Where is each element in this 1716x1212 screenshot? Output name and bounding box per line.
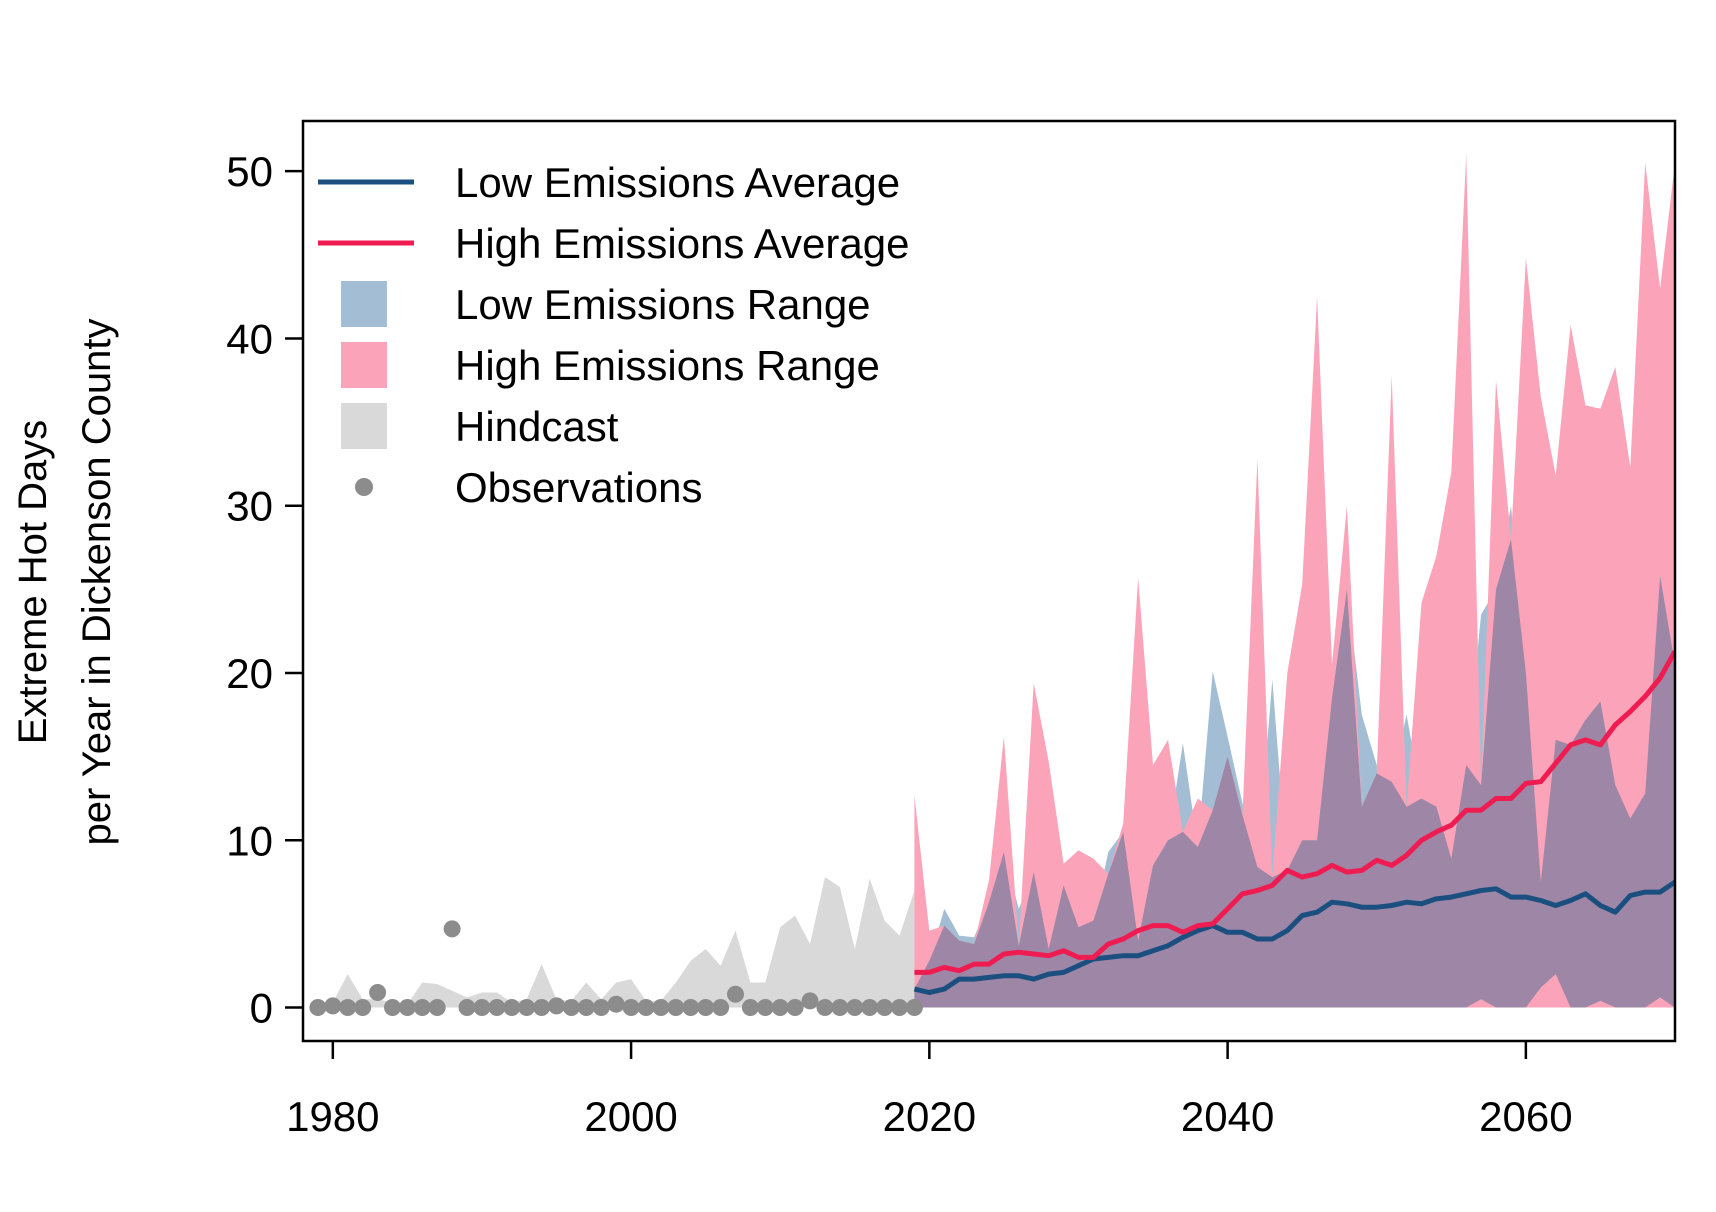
x-tick-label: 2020 — [883, 1093, 976, 1140]
plot-area — [309, 154, 1675, 1016]
observation-point — [622, 999, 640, 1016]
observation-point — [786, 999, 804, 1016]
observation-point — [846, 999, 864, 1016]
legend-item-hindcast: Hindcast — [341, 403, 619, 450]
observation-point — [324, 997, 342, 1015]
y-tick-label: 30 — [226, 483, 273, 530]
legend-swatch — [341, 342, 387, 388]
y-tick-label: 0 — [250, 985, 273, 1032]
legend-item-high-emissions-range: High Emissions Range — [341, 342, 880, 389]
observation-point — [816, 999, 834, 1016]
y-tick-label: 40 — [226, 315, 273, 362]
axes: 1980 2000 2020 2040 2060 0 10 20 30 40 50 — [226, 148, 1572, 1140]
observation-point — [562, 999, 580, 1016]
observation-point — [428, 999, 446, 1016]
observation-point — [741, 999, 759, 1016]
observation-point — [369, 984, 387, 1001]
low-emissions-average-line — [913, 880, 1675, 995]
legend: Low Emissions Average High Emissions Aver… — [318, 159, 909, 511]
legend-item-low-emissions-range: Low Emissions Range — [341, 281, 871, 328]
observation-point — [905, 999, 923, 1016]
legend-label: Observations — [455, 464, 702, 511]
y-axis-title-line-1: Extreme Hot Days — [11, 420, 55, 745]
observation-point — [727, 985, 744, 1003]
legend-swatch — [341, 403, 387, 449]
observation-point — [592, 999, 610, 1016]
observation-point — [413, 999, 431, 1016]
observation-point — [667, 999, 685, 1016]
observation-point — [771, 999, 789, 1016]
legend-item-high-emissions-average: High Emissions Average — [318, 220, 909, 267]
observation-point — [443, 920, 461, 938]
observation-point — [712, 999, 730, 1016]
observation-point — [607, 995, 625, 1013]
observation-point — [577, 999, 595, 1016]
legend-swatch — [341, 281, 387, 327]
legend-label: High Emissions Average — [455, 220, 909, 267]
plot-frame — [301, 119, 1677, 1043]
observation-point — [682, 999, 700, 1016]
hindcast-range — [317, 877, 915, 1008]
observation-point — [831, 999, 849, 1016]
legend-label: Low Emissions Average — [455, 159, 900, 206]
legend-swatch — [355, 478, 373, 496]
observation-point — [801, 992, 819, 1010]
observation-point — [384, 999, 401, 1016]
observation-point — [398, 999, 416, 1016]
observation-point — [309, 999, 327, 1016]
legend-label: Hindcast — [455, 403, 619, 450]
y-axis-title: Extreme Hot Days per Year in Dickenson C… — [11, 319, 119, 846]
observation-point — [756, 999, 774, 1016]
y-tick-label: 10 — [226, 817, 273, 864]
observation-point — [652, 999, 670, 1016]
observation-point — [488, 999, 506, 1016]
observation-point — [518, 999, 536, 1016]
x-tick-label: 2060 — [1479, 1093, 1572, 1140]
observation-point — [876, 999, 894, 1016]
x-tick-label: 1980 — [286, 1093, 379, 1140]
x-tick-label: 2040 — [1181, 1093, 1274, 1140]
observation-point — [533, 999, 551, 1016]
x-tick-label: 2000 — [584, 1093, 677, 1140]
observation-point — [697, 999, 715, 1016]
legend-label: High Emissions Range — [455, 342, 880, 389]
y-tick-label: 50 — [226, 148, 273, 195]
y-tick-label: 20 — [226, 650, 273, 697]
observation-point — [458, 999, 476, 1016]
observation-point — [891, 999, 908, 1016]
observation-point — [861, 999, 879, 1016]
legend-label: Low Emissions Range — [455, 281, 871, 328]
y-axis-title-line-2: per Year in Dickenson County — [75, 319, 119, 846]
observation-point — [503, 999, 521, 1016]
observation-point — [339, 999, 357, 1016]
observation-point — [354, 999, 372, 1016]
legend-item-observations: Observations — [355, 464, 702, 511]
high-emissions-average-line — [914, 650, 1675, 975]
observation-point — [548, 997, 565, 1015]
observation-point — [473, 999, 491, 1016]
legend-item-low-emissions-average: Low Emissions Average — [318, 159, 900, 206]
observation-point — [637, 999, 655, 1016]
